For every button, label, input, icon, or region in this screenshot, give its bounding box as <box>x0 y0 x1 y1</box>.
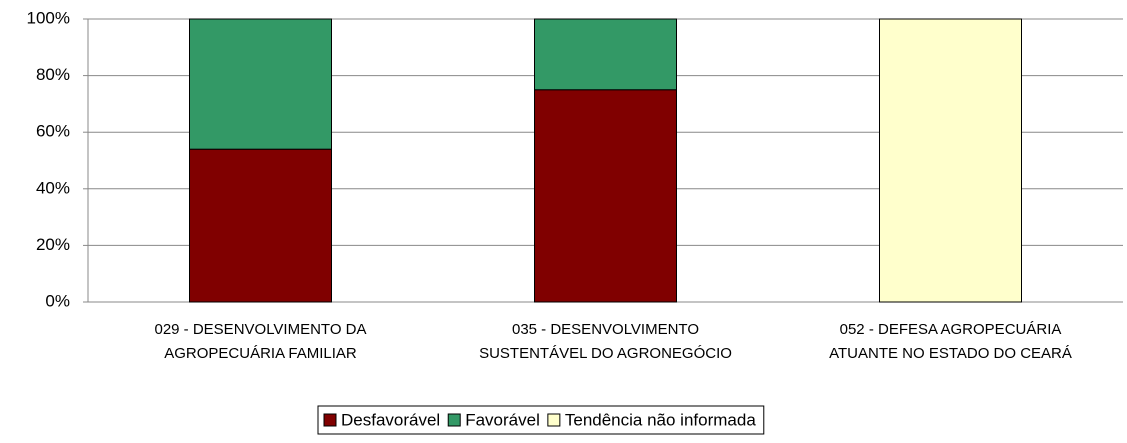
legend-swatch <box>547 413 561 427</box>
legend-box <box>317 405 765 435</box>
legend-label: Desfavorável <box>341 410 440 429</box>
y-tick-label: 40% <box>36 178 70 197</box>
x-tick-label: 029 - DESENVOLVIMENTO DA AGROPECUÁRIA FAM… <box>154 321 366 362</box>
legend-label: Tendência não informada <box>565 410 756 429</box>
x-tick-label: 035 - DESENVOLVIMENTO SUSTENTÁVEL DO AGRO… <box>479 321 732 362</box>
legend-swatch <box>323 413 337 427</box>
legend-label: Favorável <box>465 410 540 429</box>
legend-swatch <box>447 413 461 427</box>
bar-segment <box>189 148 332 303</box>
bar-segment <box>189 18 332 150</box>
bar-segment <box>534 18 677 91</box>
x-tick-label: 052 - DEFESA AGROPECUÁRIA ATUANTE NO ESTA… <box>829 321 1072 362</box>
legend: Desfavorável Favorável Tendência não infor… <box>317 405 765 435</box>
bar-segment <box>879 18 1022 303</box>
y-tick-label: 60% <box>36 122 70 141</box>
y-tick-label: 80% <box>36 65 70 84</box>
y-tick-label: 0% <box>45 291 70 310</box>
y-tick-label: 20% <box>36 235 70 254</box>
bar-segment <box>534 89 677 303</box>
y-tick-label: 100% <box>27 8 70 27</box>
